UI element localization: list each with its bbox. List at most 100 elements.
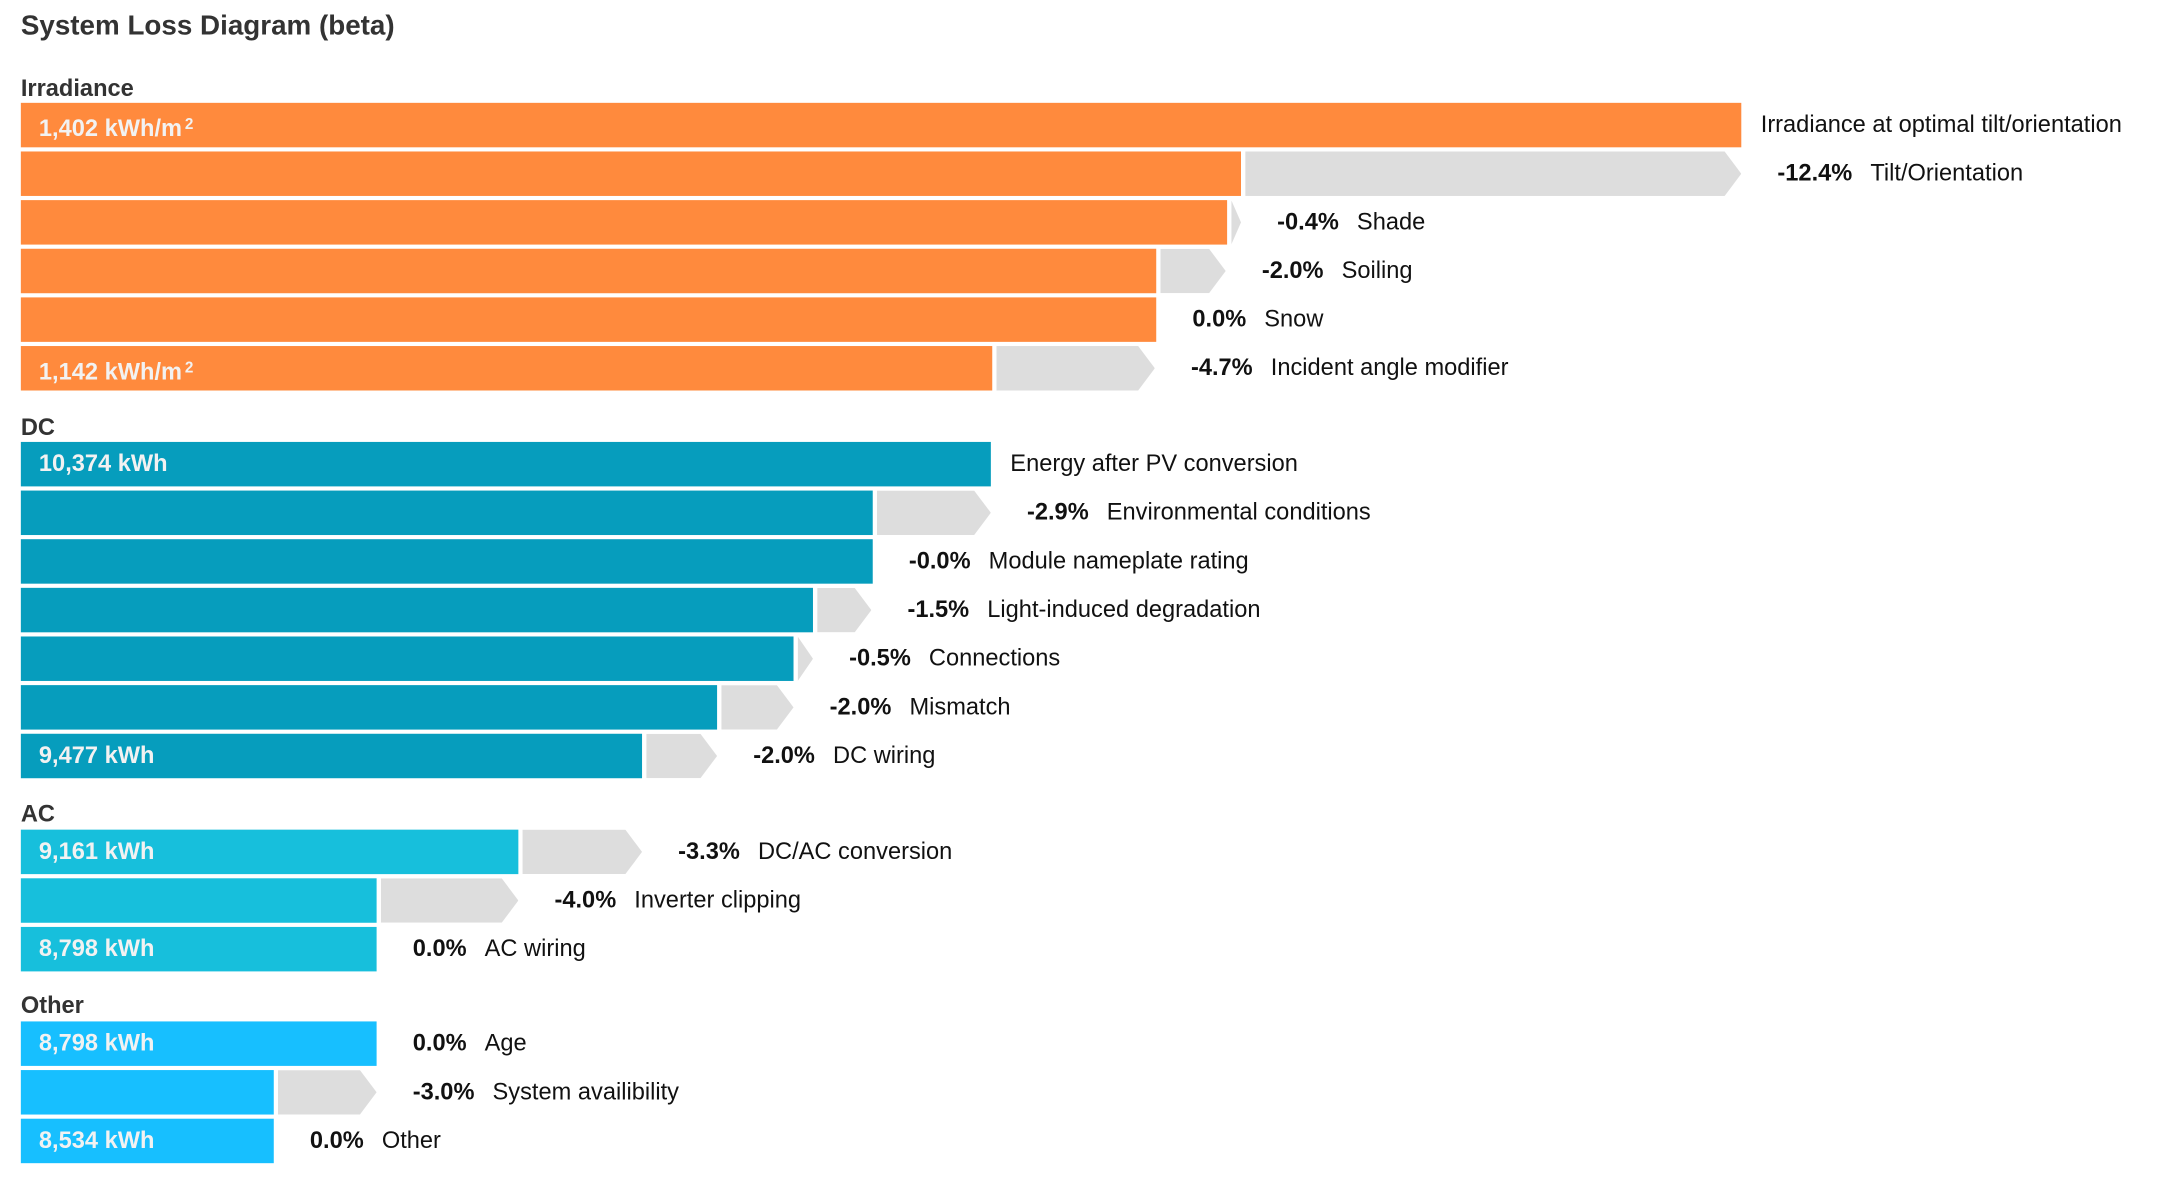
loss-percent: -4.7%: [1190, 354, 1253, 381]
loss-arrow: [876, 490, 991, 536]
energy-bar: [20, 248, 1157, 294]
loss-arrow: [1231, 200, 1242, 245]
loss-percent: 0.0%: [309, 1127, 364, 1154]
energy-bar: [20, 200, 1228, 245]
energy-bar: 8,798 kWh: [20, 1021, 377, 1066]
row-label: -0.5% Connections: [849, 636, 1060, 680]
energy-bar: [20, 490, 873, 536]
loss-name: Soiling: [1341, 257, 1413, 284]
row-label: 0.0% AC wiring: [413, 927, 586, 971]
loss-name: Incident angle modifier: [1270, 354, 1509, 381]
bar-value-label: 8,534 kWh: [39, 1119, 155, 1163]
loss-name: Light-induced degradation: [987, 596, 1261, 623]
bar-value-label: 9,161 kWh: [39, 830, 155, 874]
bar-value-label: 1,402 kWh/m 2: [39, 103, 193, 152]
bar-value-label: 1,142 kWh/m 2: [39, 346, 193, 395]
loss-percent: -3.3%: [678, 837, 740, 865]
bar-value-label: 10,374 kWh: [39, 442, 168, 486]
loss-arrow: [817, 587, 872, 633]
row-label: -1.5% Light-induced degradation: [907, 588, 1260, 632]
bar-value-label: 8,798 kWh: [39, 927, 155, 971]
loss-name: Shade: [1356, 208, 1426, 235]
row-label: -0.0% Module nameplate rating: [909, 539, 1249, 583]
row-label: -3.0% System availibility: [413, 1070, 679, 1114]
group-header-other: Other: [20, 992, 84, 1019]
loss-arrow: [380, 878, 519, 923]
loss-name: Other: [381, 1127, 441, 1154]
loss-name: DC wiring: [833, 742, 936, 769]
group-header-irradiance: Irradiance: [20, 75, 134, 102]
loss-percent: -2.0%: [829, 693, 892, 720]
energy-bar: [20, 297, 1157, 342]
loss-name: Mismatch: [909, 693, 1011, 720]
energy-bar: [20, 878, 377, 923]
bar-value-text: 1,402 kWh/m: [38, 115, 183, 142]
loss-percent: -12.4%: [1777, 159, 1853, 187]
loss-percent: 0.0%: [412, 935, 467, 962]
energy-bar: 1,402 kWh/m 2: [20, 102, 1742, 148]
loss-arrow: [522, 829, 643, 875]
loss-percent: -2.0%: [1261, 257, 1324, 284]
unit-superscript: 2: [184, 116, 194, 134]
row-label: -2.0% Mismatch: [830, 685, 1011, 729]
loss-name: Age: [484, 1029, 527, 1057]
loss-percent: -4.0%: [554, 886, 617, 914]
loss-percent: -2.0%: [753, 742, 815, 769]
loss-arrow: [277, 1070, 377, 1115]
group-header-ac: AC: [20, 800, 55, 827]
energy-bar: [20, 151, 1242, 196]
energy-bar: 8,534 kWh: [20, 1118, 274, 1164]
row-label: -4.7% Incident angle modifier: [1191, 346, 1509, 390]
loss-arrow: [996, 346, 1155, 391]
bar-value-label: 8,798 kWh: [39, 1021, 155, 1065]
bar-value-text: 9,477 kWh: [38, 742, 155, 769]
row-label: -2.0% DC wiring: [753, 734, 935, 778]
loss-arrow: [1160, 248, 1226, 294]
bar-value-text: 10,374 kWh: [38, 450, 168, 477]
row-label: -4.0% Inverter clipping: [554, 878, 801, 922]
energy-bar: 10,374 kWh: [20, 441, 991, 487]
loss-name: Module nameplate rating: [988, 547, 1249, 574]
energy-bar: 1,142 kWh/m 2: [20, 346, 993, 391]
loss-percent: -1.5%: [907, 596, 970, 623]
loss-percent: -0.4%: [1277, 208, 1339, 235]
loss-percent: 0.0%: [412, 1029, 467, 1057]
row-label: -3.3% DC/AC conversion: [678, 830, 952, 874]
energy-bar: [20, 587, 813, 633]
energy-bar: [20, 636, 794, 681]
loss-name: DC/AC conversion: [757, 837, 953, 865]
row-label: -12.4% Tilt/Orientation: [1777, 151, 2023, 195]
energy-bar: [20, 685, 718, 730]
row-label: -0.4% Shade: [1277, 200, 1425, 244]
loss-name: Irradiance at optimal tilt/orientation: [1760, 111, 2122, 138]
row-label: -2.0% Soiling: [1262, 249, 1413, 293]
loss-arrow: [1245, 151, 1742, 196]
loss-name: Snow: [1264, 305, 1324, 333]
loss-name: Tilt/Orientation: [1870, 159, 2024, 187]
unit-superscript: 2: [184, 359, 194, 377]
chart-title: System Loss Diagram (beta): [20, 11, 395, 42]
row-label: Irradiance at optimal tilt/orientation: [1761, 103, 2122, 147]
energy-bar: 8,798 kWh: [20, 926, 377, 972]
bar-value-text: 9,161 kWh: [38, 837, 155, 865]
bar-value-label: 9,477 kWh: [39, 734, 155, 778]
loss-name: Energy after PV conversion: [1010, 450, 1298, 477]
row-label: 0.0% Age: [413, 1021, 527, 1065]
energy-bar: [20, 539, 873, 584]
loss-name: Connections: [928, 644, 1061, 672]
bar-value-text: 8,798 kWh: [38, 935, 155, 962]
loss-name: Environmental conditions: [1106, 498, 1371, 526]
loss-name: AC wiring: [484, 935, 586, 962]
bar-value-text: 8,534 kWh: [38, 1127, 155, 1154]
loss-percent: 0.0%: [1192, 305, 1247, 333]
loss-percent: -0.5%: [849, 644, 911, 672]
row-label: Energy after PV conversion: [1010, 442, 1298, 486]
loss-name: System availibility: [492, 1078, 679, 1105]
loss-arrow: [646, 733, 718, 779]
group-header-dc: DC: [20, 414, 55, 441]
energy-bar: 9,477 kWh: [20, 733, 643, 779]
loss-percent: -0.0%: [908, 547, 971, 574]
loss-name: Inverter clipping: [634, 886, 802, 914]
loss-arrow: [797, 636, 813, 681]
